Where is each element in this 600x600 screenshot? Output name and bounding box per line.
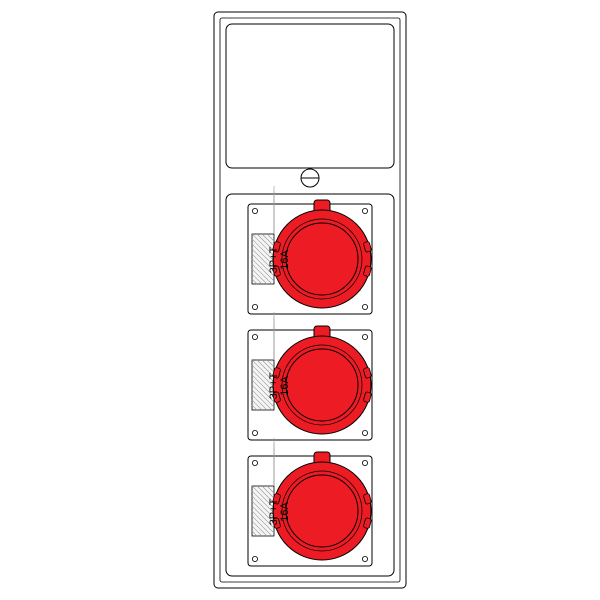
socket-label-line2: 16A: [280, 492, 291, 532]
mounting-hole: [362, 208, 367, 213]
mounting-hole: [362, 430, 367, 435]
enclosure-diagram: [0, 0, 600, 600]
socket-label-line2: 16A: [280, 366, 291, 406]
mounting-hole: [252, 208, 257, 213]
socket-rating-label: 3P+T16A: [269, 240, 291, 280]
mounting-hole: [252, 556, 257, 561]
top-panel: [226, 24, 394, 168]
socket-rating-label: 3P+T16A: [269, 366, 291, 406]
socket-rating-label: 3P+T16A: [269, 492, 291, 532]
socket-cap-inner: [286, 223, 358, 295]
mounting-hole: [362, 460, 367, 465]
mounting-hole: [362, 334, 367, 339]
socket-1: [248, 186, 372, 314]
socket-3: [248, 438, 372, 566]
mounting-hole: [252, 430, 257, 435]
mounting-hole: [362, 304, 367, 309]
socket-label-line2: 16A: [280, 240, 291, 280]
mounting-hole: [252, 304, 257, 309]
socket-cap-inner: [286, 475, 358, 547]
socket-cap-inner: [286, 349, 358, 421]
diagram-stage: 3P+T16A 3P+T16A 3P+T16A: [0, 0, 600, 600]
socket-2: [248, 312, 372, 440]
mounting-hole: [252, 334, 257, 339]
mounting-hole: [362, 556, 367, 561]
mounting-hole: [252, 460, 257, 465]
